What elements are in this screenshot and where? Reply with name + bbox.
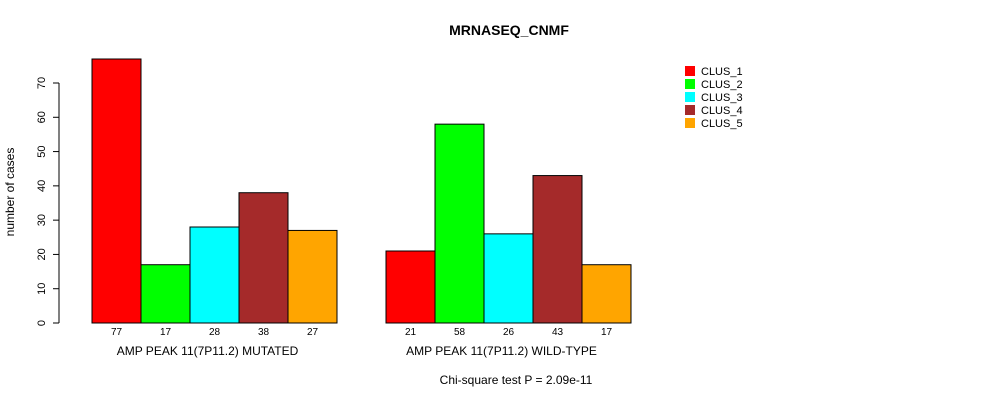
bar-clus-2-group-1 — [140, 264, 191, 324]
bar-count-label: 77 — [111, 327, 123, 338]
bar-count-label: 28 — [209, 327, 221, 338]
bar-clus-5-group-2 — [581, 264, 632, 324]
y-tick-label: 10 — [36, 283, 48, 295]
legend-label: CLUS_4 — [701, 105, 743, 117]
y-tick-label: 20 — [36, 248, 48, 260]
bar-count-label: 27 — [307, 327, 319, 338]
bar-count-label: 17 — [160, 327, 172, 338]
bar-clus-1-group-1 — [91, 58, 142, 324]
bar-count-label: 58 — [454, 327, 466, 338]
y-tick-label: 40 — [36, 180, 48, 192]
group-labels: AMP PEAK 11(7P11.2) MUTATED AMP PEAK 11(7… — [117, 344, 597, 358]
bar-clus-1-group-2 — [385, 250, 436, 324]
legend-label: CLUS_2 — [701, 79, 743, 91]
legend-swatch — [685, 79, 695, 89]
y-tick-label: 70 — [36, 77, 48, 89]
y-tick-label: 50 — [36, 145, 48, 157]
bar-clus-2-group-2 — [434, 123, 485, 324]
y-tick-label: 0 — [36, 320, 48, 326]
count-labels: 77 17 28 38 27 21 58 26 43 17 — [111, 327, 613, 338]
y-tick-label: 30 — [36, 214, 48, 226]
bar-clus-4-group-1 — [238, 192, 289, 324]
bar-count-label: 21 — [405, 327, 417, 338]
legend-swatch — [685, 66, 695, 76]
y-axis: 0 10 20 30 40 50 60 70 — [36, 77, 60, 326]
bar-clus-3-group-2 — [483, 233, 534, 324]
bar-count-label: 43 — [552, 327, 564, 338]
bars — [91, 58, 632, 324]
bar-count-label: 38 — [258, 327, 270, 338]
chi-square-footer: Chi-square test P = 2.09e-11 — [440, 373, 593, 387]
legend-label: CLUS_1 — [701, 66, 743, 78]
group-label-2: AMP PEAK 11(7P11.2) WILD-TYPE — [406, 344, 597, 358]
bar-clus-3-group-1 — [189, 226, 240, 324]
legend-swatch — [685, 105, 695, 115]
bar-count-label: 17 — [601, 327, 613, 338]
bar-count-label: 26 — [503, 327, 515, 338]
y-tick-label: 60 — [36, 111, 48, 123]
legend-label: CLUS_5 — [701, 118, 743, 130]
chart-title: MRNASEQ_CNMF — [449, 22, 569, 38]
legend-label: CLUS_3 — [701, 92, 743, 104]
bar-clus-4-group-2 — [532, 175, 583, 324]
y-axis-label: number of cases — [3, 148, 17, 237]
legend-swatch — [685, 118, 695, 128]
bar-clus-5-group-1 — [287, 229, 338, 324]
group-label-1: AMP PEAK 11(7P11.2) MUTATED — [117, 344, 299, 358]
legend-swatch — [685, 92, 695, 102]
